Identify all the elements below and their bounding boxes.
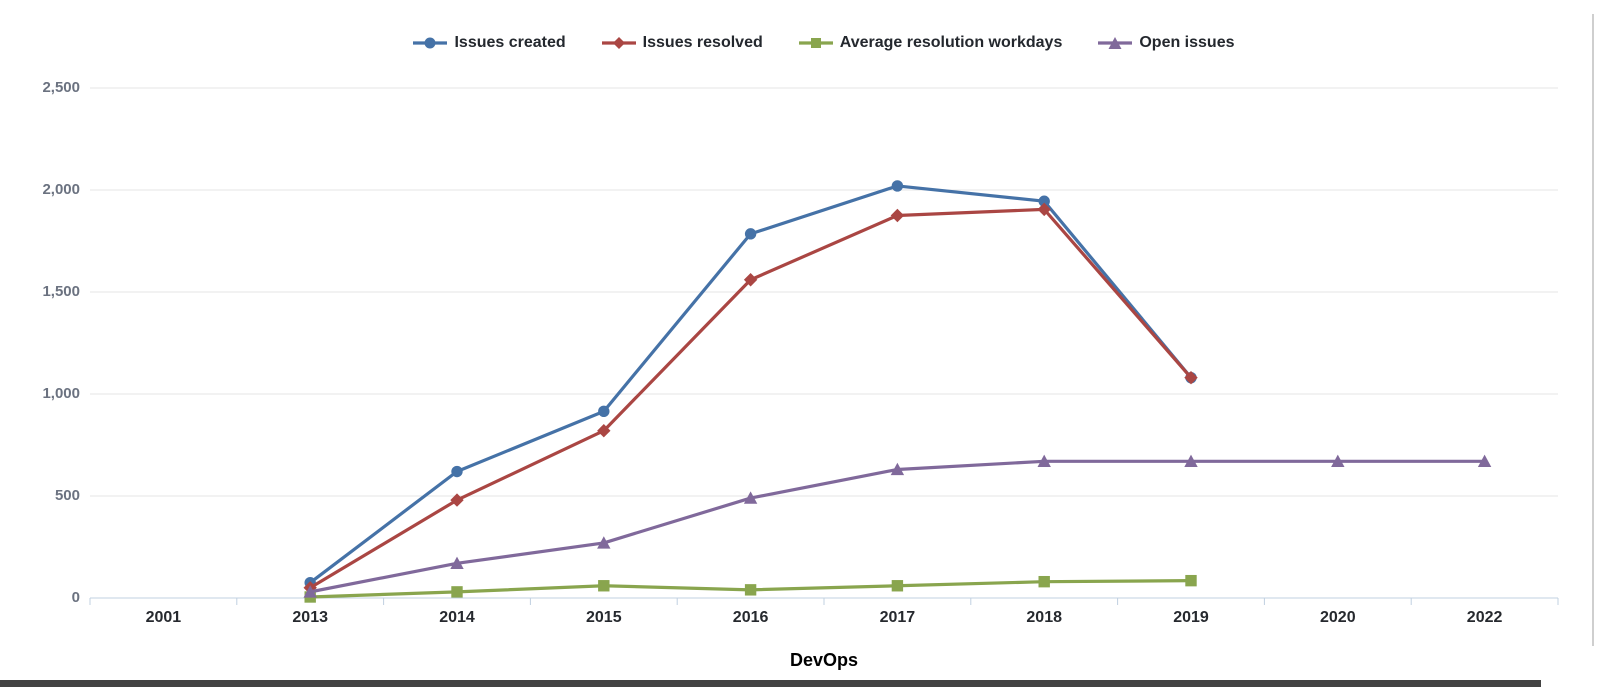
series-issues-created-point-marker bbox=[1038, 195, 1050, 207]
x-axis-label: 2013 bbox=[292, 609, 328, 626]
legend-item-issues-resolved[interactable]: Issues resolved bbox=[601, 34, 763, 52]
series-issues-resolved-point-marker bbox=[597, 424, 611, 438]
legend-item-label: Average resolution workdays bbox=[839, 34, 1063, 51]
series-issues-resolved-point-marker bbox=[450, 493, 464, 507]
legend-item-label: Issues resolved bbox=[642, 34, 763, 51]
legend-item-label: Open issues bbox=[1139, 34, 1235, 51]
series-open-issues-line bbox=[308, 459, 1487, 594]
series-issues-created-point-marker bbox=[598, 405, 610, 418]
x-axis-label: 2019 bbox=[1173, 609, 1209, 626]
series-open-issues-point-marker bbox=[890, 462, 905, 476]
open-issues-legend-marker-icon bbox=[1098, 37, 1133, 49]
legend-item-average-resolution-workdays[interactable]: Average resolution workdays bbox=[798, 34, 1063, 52]
legend-item-issues-created[interactable]: Issues created bbox=[413, 34, 566, 52]
series-issues-created-point-marker bbox=[891, 180, 904, 192]
series-issues-created-line bbox=[308, 184, 1193, 585]
series-issues-created-point-marker bbox=[744, 228, 757, 240]
legend-item-open-issues[interactable]: Open issues bbox=[1098, 34, 1235, 52]
legend-item-label: Issues created bbox=[454, 34, 566, 51]
x-axis-label: 2022 bbox=[1466, 609, 1503, 626]
x-axis-title: DevOps bbox=[789, 650, 859, 670]
y-axis-label: 500 bbox=[54, 487, 80, 504]
series-average-resolution-workdays-point-marker bbox=[598, 580, 610, 592]
right-edge-line bbox=[1592, 14, 1594, 646]
average-resolution-workdays-legend-marker-icon bbox=[798, 38, 833, 48]
series-open-issues-point-marker bbox=[1331, 454, 1345, 468]
series-average-resolution-workdays-point-marker bbox=[1038, 575, 1050, 588]
series-open-issues-point-marker bbox=[597, 536, 611, 549]
y-axis-label: 2,000 bbox=[42, 181, 80, 198]
y-axis-label: 0 bbox=[71, 589, 80, 606]
series-average-resolution-workdays-point-marker bbox=[1185, 574, 1197, 587]
series-average-resolution-workdays-point-marker bbox=[891, 580, 904, 592]
y-axis-label: 1,500 bbox=[42, 283, 80, 300]
y-axis-label: 2,500 bbox=[42, 79, 80, 96]
series-issues-created-point-marker bbox=[451, 465, 463, 478]
x-axis-label: 2018 bbox=[1026, 609, 1062, 626]
x-axis-label: 2014 bbox=[439, 609, 475, 626]
x-axis-label: 2017 bbox=[879, 609, 916, 626]
chart-legend: Issues created Issues resolved Average res… bbox=[90, 34, 1558, 52]
series-open-issues-point-marker bbox=[1037, 454, 1051, 468]
series-open-issues-point-marker bbox=[450, 556, 464, 570]
series-issues-resolved-point-marker bbox=[1037, 202, 1051, 217]
series-average-resolution-workdays-point-marker bbox=[744, 584, 757, 596]
issues-created-legend-marker-icon bbox=[413, 37, 448, 49]
y-axis-label: 1,000 bbox=[42, 385, 80, 402]
x-axis-label: 2015 bbox=[586, 609, 622, 626]
series-issues-resolved-point-marker bbox=[743, 273, 758, 287]
series-open-issues-point-marker bbox=[743, 491, 758, 504]
issues-resolved-legend-marker-icon bbox=[601, 37, 636, 49]
series-open-issues-point-marker bbox=[303, 585, 317, 598]
series-open-issues-point-marker bbox=[1184, 454, 1198, 468]
bottom-bar bbox=[0, 680, 1541, 687]
series-open-issues-point-marker bbox=[1477, 454, 1492, 468]
series-issues-resolved-point-marker bbox=[890, 208, 905, 223]
x-axis-label: 2016 bbox=[732, 609, 769, 626]
series-average-resolution-workdays-point-marker bbox=[451, 586, 463, 598]
series-issues-resolved-line bbox=[308, 207, 1193, 590]
x-axis-label: 2020 bbox=[1320, 609, 1356, 626]
series-issues-resolved-point-marker bbox=[1184, 370, 1198, 385]
x-axis-label: 2001 bbox=[145, 609, 182, 626]
